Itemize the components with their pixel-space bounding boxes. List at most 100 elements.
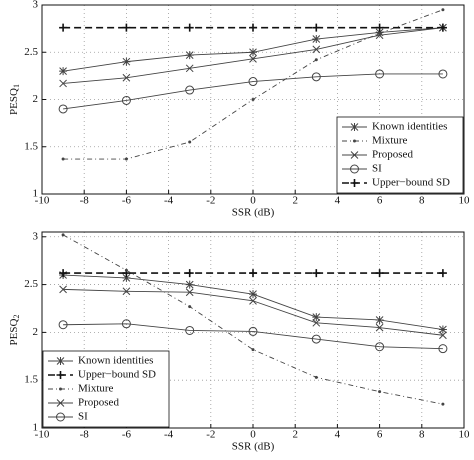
x-tick-label: -2 [206,195,215,207]
marker [59,269,68,278]
marker [185,280,194,289]
legend-label: Upper−bound SD [372,177,450,189]
marker [249,269,257,278]
y-axis-label-sub: 2 [12,315,21,319]
series-line [63,73,443,110]
marker [312,313,321,322]
legend-label: Known identities [372,121,447,133]
y-tick-label: 2.5 [24,46,38,58]
marker [61,157,65,161]
y-tick-label: 2.5 [24,278,38,290]
marker [312,318,321,327]
marker [375,69,385,79]
marker [438,344,448,354]
legend-label: Mixture [78,383,114,395]
y-axis-label-sub: 1 [12,84,21,88]
x-tick-label: 0 [250,195,256,207]
y-tick-label: 3 [33,0,39,11]
x-tick-label: -4 [164,195,174,207]
legend-label: SI [78,411,88,423]
marker [438,23,447,32]
marker [375,315,384,324]
legend-label: Proposed [78,397,119,409]
y-tick-label: 2 [33,93,39,105]
x-tick-label: 10 [459,429,471,441]
x-tick-label: 6 [377,429,383,441]
x-tick-label: -6 [122,429,132,441]
y-tick-label: 1 [33,422,39,434]
marker [249,48,257,57]
marker [438,269,447,278]
marker [188,140,192,144]
marker [375,23,384,32]
marker [185,288,194,297]
marker [59,79,67,88]
marker [56,399,65,407]
x-tick-label: 2 [292,195,298,207]
series-line [63,323,443,350]
y-tick-label: 1.5 [24,140,38,152]
marker [350,151,359,159]
marker [124,268,128,272]
x-tick-label: -8 [80,195,90,207]
y-axis-label-main: PESQ [8,88,20,115]
y-tick-label: 1 [33,188,39,200]
marker [59,67,68,76]
x-tick-label: -6 [122,195,132,207]
marker [122,23,131,32]
x-tick-label: 8 [419,195,425,207]
marker [439,331,447,340]
marker [185,51,194,60]
y-axis-label-main: PESQ [8,318,20,345]
marker [185,325,195,335]
x-tick-label: -8 [80,429,90,441]
marker [314,58,318,62]
marker [353,139,356,143]
legend-label: SI [372,163,382,175]
marker [122,57,131,66]
marker [312,269,321,278]
marker [375,342,385,352]
marker [59,387,62,391]
x-tick-label: -4 [164,429,174,441]
marker [350,179,359,187]
marker [312,23,321,32]
marker [375,31,384,40]
x-tick-label: 4 [335,429,341,441]
marker [249,290,257,299]
marker [350,164,359,174]
marker [58,104,68,114]
marker [56,412,65,422]
y-tick-label: 3 [33,230,39,242]
marker [248,326,258,336]
marker [58,320,68,330]
plot-frame [41,4,465,195]
marker [61,233,65,237]
marker [375,323,384,332]
marker [56,371,65,379]
legend-label: Proposed [372,149,413,161]
marker [441,402,445,406]
marker [121,95,131,105]
x-tick-label: 0 [250,429,256,441]
marker [124,157,128,161]
marker [185,64,194,73]
marker [378,390,382,394]
marker [122,73,131,82]
marker [185,269,194,278]
x-tick-label: -2 [206,429,215,441]
x-tick-label: 10 [459,195,471,207]
marker [185,23,194,32]
x-tick-label: 8 [419,429,425,441]
x-axis-label: SSR (dB) [232,207,275,219]
legend-label: Known identities [78,355,153,367]
marker [350,123,359,131]
marker [56,357,65,365]
marker [122,273,131,282]
marker [248,77,258,87]
marker [441,8,445,12]
marker [438,69,448,79]
marker [251,98,255,101]
x-tick-label: 4 [335,195,341,207]
marker [249,23,257,32]
